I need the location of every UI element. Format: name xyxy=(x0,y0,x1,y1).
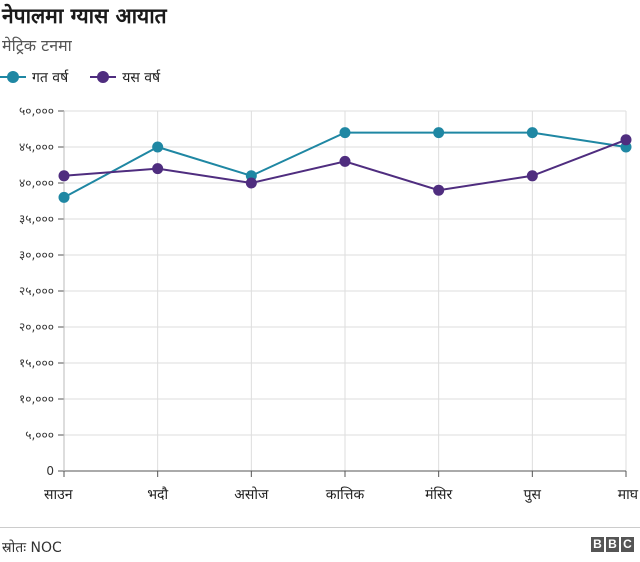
data-point-last-year xyxy=(527,127,538,138)
data-point-this-year xyxy=(433,185,444,196)
x-tick-label: पुस xyxy=(524,487,542,503)
source-note: स्रोतः NOC xyxy=(2,538,62,557)
data-point-last-year xyxy=(433,127,444,138)
data-point-this-year xyxy=(246,178,257,189)
x-tick-label: साउन xyxy=(44,487,73,503)
logo-letter: B xyxy=(606,537,619,552)
y-tick-label: ३०,००० xyxy=(19,248,54,262)
y-tick-label: २५,००० xyxy=(19,284,54,298)
y-tick-label: 0 xyxy=(46,464,54,478)
x-tick-label: असोज xyxy=(234,486,269,503)
x-tick-label: माघ xyxy=(618,487,639,503)
y-tick-label: १०,००० xyxy=(19,392,54,406)
line-chart: 0 ५,००० १०,००० १५,००० २०,००० २५,००० ३०,००० ३५,०… xyxy=(0,0,640,530)
y-tick-label: ४५,००० xyxy=(19,140,54,154)
x-tick-label: भदौ xyxy=(147,486,168,503)
footer-divider xyxy=(0,527,640,528)
data-point-this-year xyxy=(340,156,351,167)
data-point-this-year xyxy=(621,134,632,145)
data-point-last-year xyxy=(59,192,70,203)
bbc-logo: B B C xyxy=(589,537,634,552)
y-tick-label: ५,००० xyxy=(25,428,54,442)
data-point-last-year xyxy=(152,142,163,153)
data-point-this-year xyxy=(59,170,70,181)
y-tick-label: २०,००० xyxy=(19,320,54,334)
data-point-last-year xyxy=(340,127,351,138)
data-point-this-year xyxy=(152,163,163,174)
y-tick-label: ४०,००० xyxy=(19,176,54,190)
logo-letter: B xyxy=(591,537,604,552)
y-tick-label: ३५,००० xyxy=(19,212,54,226)
y-tick-label: ५०,००० xyxy=(19,104,54,118)
x-tick-label: कात्तिक xyxy=(326,486,365,503)
logo-letter: C xyxy=(621,537,634,552)
y-tick-label: १५,००० xyxy=(19,356,54,370)
data-point-this-year xyxy=(527,170,538,181)
x-tick-label: मंसिर xyxy=(425,486,452,503)
